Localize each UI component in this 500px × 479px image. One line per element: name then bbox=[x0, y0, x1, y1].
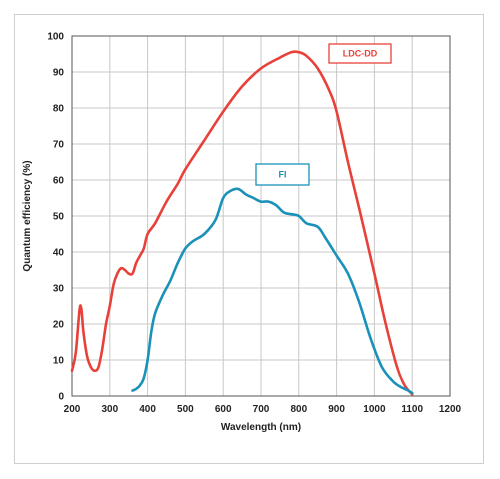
x-tick-label-300: 300 bbox=[101, 404, 118, 415]
series-layer bbox=[70, 50, 414, 396]
series-line-fi bbox=[131, 187, 414, 395]
y-tick-label-10: 10 bbox=[53, 356, 65, 367]
x-tick-label-600: 600 bbox=[215, 404, 232, 415]
y-tick-label-100: 100 bbox=[47, 32, 64, 43]
x-tick-label-800: 800 bbox=[290, 404, 307, 415]
tick-labels: 200 300 400 500 600 700 800 900 1000 1100 1200 0 10 2… bbox=[47, 32, 461, 416]
chart-frame bbox=[14, 14, 484, 464]
y-tick-label-80: 80 bbox=[53, 104, 65, 115]
y-tick-label-20: 20 bbox=[53, 320, 65, 331]
legend-ldc-dd: LDC-DD bbox=[328, 43, 392, 64]
legend-box-ldc-dd bbox=[328, 43, 392, 64]
legend-box-fi bbox=[255, 163, 310, 186]
x-tick-label-700: 700 bbox=[253, 404, 270, 415]
x-tick-label-500: 500 bbox=[177, 404, 194, 415]
x-tick-label-1000: 1000 bbox=[363, 404, 386, 415]
y-tick-label-90: 90 bbox=[53, 68, 65, 79]
y-tick-label-0: 0 bbox=[58, 392, 64, 403]
x-tick-label-1100: 1100 bbox=[401, 404, 423, 415]
legend-fi: FI bbox=[255, 163, 310, 186]
x-tick-label-900: 900 bbox=[328, 404, 345, 415]
series-line-ldc-dd bbox=[70, 50, 414, 396]
x-tick-label-1200: 1200 bbox=[439, 404, 462, 415]
y-tick-label-70: 70 bbox=[53, 140, 65, 151]
x-tick-label-200: 200 bbox=[64, 404, 81, 415]
y-tick-label-40: 40 bbox=[53, 248, 65, 259]
x-axis-title: Wavelength (nm) bbox=[221, 422, 301, 433]
grid bbox=[71, 35, 451, 397]
plot-border bbox=[71, 35, 451, 397]
y-tick-label-60: 60 bbox=[53, 176, 65, 187]
x-tick-label-400: 400 bbox=[139, 404, 156, 415]
legend-label-ldc-dd: LDC-DD bbox=[343, 49, 378, 59]
y-tick-label-50: 50 bbox=[53, 212, 65, 223]
legend-label-fi: FI bbox=[279, 170, 287, 180]
y-axis-title: Quantum efficiency (%) bbox=[22, 160, 33, 271]
y-tick-label-30: 30 bbox=[53, 284, 65, 295]
